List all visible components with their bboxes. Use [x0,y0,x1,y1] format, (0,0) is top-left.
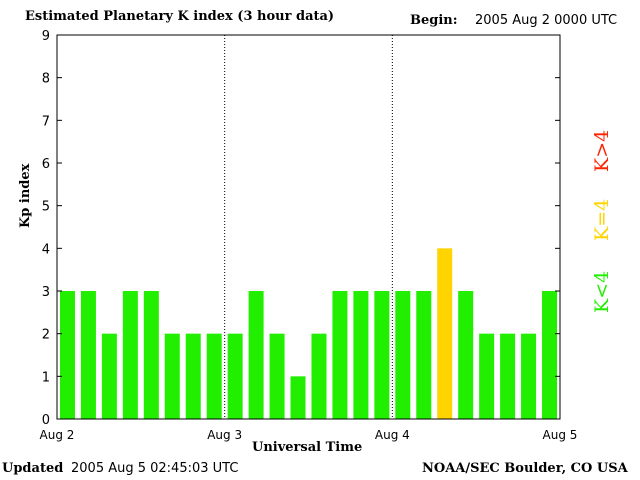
y-tick-label: 0 [42,413,50,428]
kp-bar [542,291,558,419]
kp-bar [437,248,453,419]
updated-label: Updated [2,461,64,476]
y-axis-label: Kp index [18,163,33,228]
kp-bar [500,333,516,419]
kp-bar [374,291,390,419]
kp-bar [521,333,537,419]
kp-bar [143,291,159,419]
kp-bar [332,291,348,419]
kp-bar [248,291,264,419]
kp-bar [185,333,201,419]
kp-bar [311,333,327,419]
x-tick-label: Aug 3 [207,428,242,442]
y-tick-label: 3 [42,285,50,300]
x-tick-label: Aug 2 [40,428,75,442]
y-tick-label: 8 [42,72,50,87]
kp-bar [164,333,180,419]
y-tick-label: 5 [42,200,50,215]
plot-frame [56,34,561,420]
x-tick-label: Aug 5 [543,428,578,442]
kp-bar [101,333,117,419]
bars [59,248,558,419]
y-tick-label: 2 [42,328,50,343]
kp-bar [290,376,306,419]
y-tick-label: 6 [42,157,50,172]
kp-bar [479,333,495,419]
x-axis-label: Universal Time [252,440,363,455]
kp-bar [353,291,369,419]
legend-k-equals-4: K=4 [591,198,613,241]
x-tick-label: Aug 4 [375,428,410,442]
kp-bar [80,291,96,419]
chart-title: Estimated Planetary K index (3 hour data… [25,9,335,24]
kp-bar [227,333,243,419]
x-tick-labels: Aug 2 Aug 3 Aug 4 Aug 5 [40,428,578,442]
kp-bar [59,291,75,419]
legend-k-less-than-4: K<4 [591,270,613,313]
y-tick-label: 9 [42,29,50,44]
axis-ticks [57,34,560,420]
begin-value: 2005 Aug 2 0000 UTC [475,13,618,28]
kp-bar [416,291,432,419]
kp-bar [122,291,138,419]
updated-timestamp: 2005 Aug 5 02:45:03 UTC [71,461,239,476]
y-tick-label: 7 [42,114,50,129]
y-tick-label: 1 [42,370,50,385]
source-credit: NOAA/SEC Boulder, CO USA [422,461,628,476]
kp-bar [458,291,474,419]
kp-bar [206,333,222,419]
y-tick-label: 4 [42,242,50,257]
kp-bar [269,333,285,419]
day-divider-lines [224,35,393,419]
y-tick-labels: 0 1 2 3 4 5 6 7 8 9 [42,29,50,428]
kp-bar [395,291,411,419]
begin-label: Begin: [410,13,458,28]
legend-k-greater-than-4: K>4 [591,129,613,172]
